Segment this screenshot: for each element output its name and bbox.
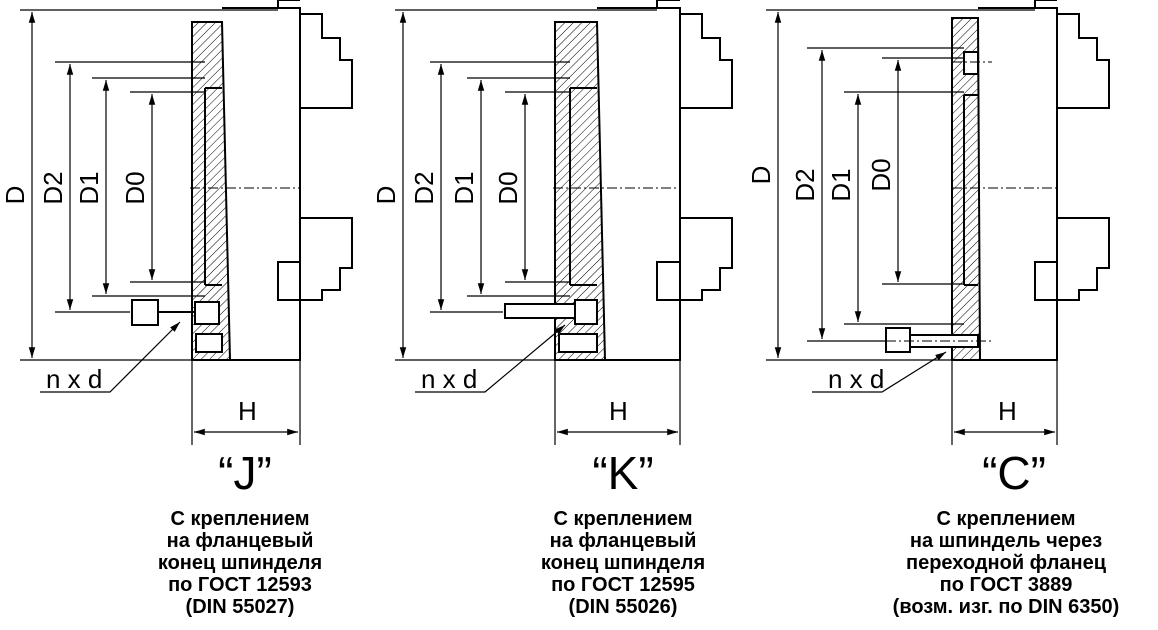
dimension-labels-j: D D2 D1 D0 n x d H (0, 171, 257, 426)
caption-line: С креплением (553, 508, 693, 530)
center-line-c (886, 61, 1057, 342)
caption-line: на шпиндель через (909, 530, 1103, 552)
caption-line: (возм. изг. по DIN 6350) (892, 596, 1120, 618)
variant-k-caption: С креплением на фланцевый конец шпинделя… (503, 508, 743, 618)
dim-d0-label: D0 (493, 171, 523, 204)
dimension-labels-c: D D2 D1 D0 n x d H (746, 158, 1017, 426)
dim-d1-label: D1 (74, 171, 104, 204)
dim-d2-label: D2 (790, 168, 820, 201)
dimension-lines-j (20, 9, 301, 445)
variant-k-type-label: “K” (592, 447, 654, 499)
dimension-lines-c (766, 9, 1058, 445)
dim-d0-label: D0 (866, 158, 896, 191)
caption-line: по ГОСТ 3889 (939, 574, 1073, 596)
dim-d1-label: D1 (826, 168, 856, 201)
dim-h-label: H (998, 396, 1017, 426)
caption-line: на фланцевый (549, 530, 697, 552)
caption-line: С креплением (936, 508, 1076, 530)
variant-c-type-label: “C” (982, 447, 1046, 499)
dim-d-label: D (0, 186, 30, 205)
variant-j-panel: D D2 D1 D0 n x d H “J” С креплением на ф… (0, 0, 380, 630)
variant-k-drawing: D D2 D1 D0 n x d H (371, 0, 733, 445)
chuck-body-c (885, 0, 1110, 361)
dimension-lines-k (395, 9, 681, 445)
dim-nxd-label: n x d (828, 364, 884, 394)
caption-line: по ГОСТ 12595 (551, 574, 695, 596)
chuck-body-k (504, 0, 733, 361)
dim-h-label: H (609, 396, 628, 426)
caption-line: (DIN 55026) (568, 596, 678, 618)
caption-line: переходной фланец (905, 552, 1107, 574)
dim-d2-label: D2 (409, 171, 439, 204)
variant-c-drawing: D D2 D1 D0 n x d H (746, 0, 1110, 445)
dimension-labels-k: D D2 D1 D0 n x d H (371, 171, 628, 426)
caption-line: по ГОСТ 12593 (168, 574, 312, 596)
variant-c-panel: D D2 D1 D0 n x d H “C” С креплением на ш… (746, 0, 1158, 630)
variant-k-panel: D D2 D1 D0 n x d H “K” С креплением на ф… (371, 0, 755, 630)
caption-line: конец шпинделя (540, 552, 706, 574)
caption-line: С креплением (170, 508, 310, 530)
variant-j-type-label: “J” (218, 447, 272, 499)
dim-d0-label: D0 (120, 171, 150, 204)
dim-nxd-label: n x d (421, 364, 477, 394)
dim-d1-label: D1 (449, 171, 479, 204)
chuck-body-j (131, 0, 353, 361)
dim-d2-label: D2 (38, 171, 68, 204)
variant-j-drawing: D D2 D1 D0 n x d H (0, 0, 353, 445)
variant-j-caption: С креплением на фланцевый конец шпинделя… (120, 508, 360, 618)
caption-line: (DIN 55027) (185, 596, 295, 618)
dim-h-label: H (238, 396, 257, 426)
dim-d-label: D (371, 186, 401, 205)
caption-line: на фланцевый (166, 530, 314, 552)
dim-nxd-label: n x d (46, 364, 102, 394)
dim-d-label: D (746, 166, 776, 185)
variant-c-caption: С креплением на шпиндель через переходно… (858, 508, 1154, 618)
caption-line: конец шпинделя (157, 552, 323, 574)
